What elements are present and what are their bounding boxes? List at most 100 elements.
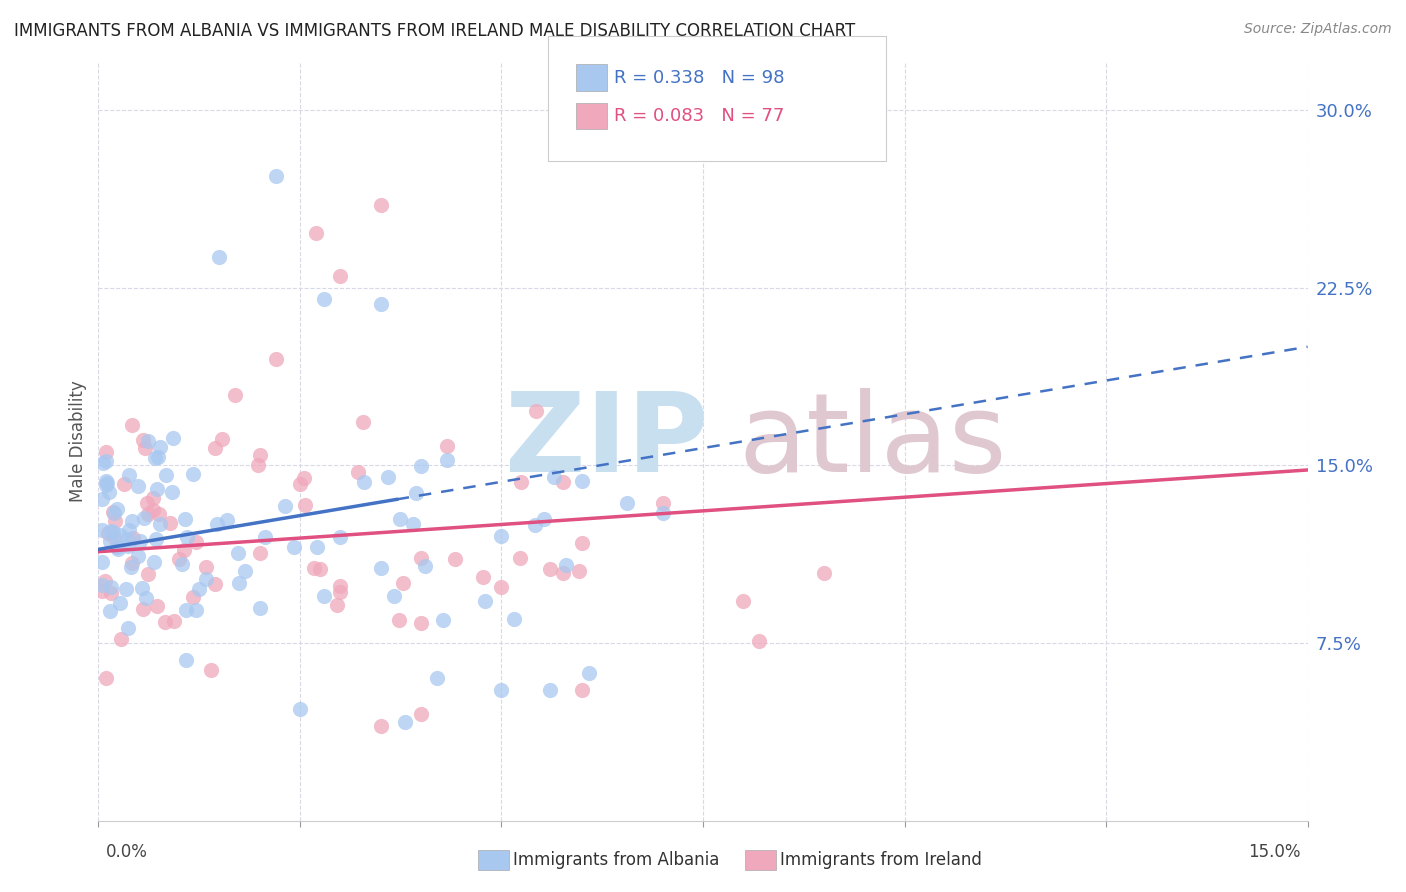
- Point: [503, 612, 526, 626]
- Point: [181, 467, 204, 482]
- Point: [555, 558, 578, 573]
- Point: [249, 601, 271, 615]
- Point: [370, 719, 392, 733]
- Point: [160, 484, 183, 499]
- Point: [103, 525, 125, 540]
- Text: ZIP: ZIP: [505, 388, 709, 495]
- Point: [524, 517, 547, 532]
- Point: [405, 486, 427, 500]
- Point: [121, 418, 143, 433]
- Point: [105, 502, 128, 516]
- Point: [129, 533, 152, 548]
- Point: [568, 564, 591, 578]
- Point: [472, 570, 495, 584]
- Point: [353, 475, 375, 489]
- Point: [409, 615, 432, 630]
- Point: [149, 441, 172, 455]
- Point: [292, 471, 315, 485]
- Point: [97, 525, 120, 540]
- Point: [117, 539, 139, 553]
- Point: [91, 583, 114, 598]
- Point: [105, 540, 128, 554]
- Point: [132, 602, 155, 616]
- Point: [444, 551, 467, 566]
- Point: [131, 433, 153, 447]
- Text: Immigrants from Ireland: Immigrants from Ireland: [780, 851, 983, 869]
- Point: [108, 596, 131, 610]
- Point: [389, 512, 412, 526]
- Text: Source: ZipAtlas.com: Source: ZipAtlas.com: [1244, 22, 1392, 37]
- Point: [314, 589, 336, 603]
- Text: R = 0.338   N = 98: R = 0.338 N = 98: [614, 69, 785, 87]
- Point: [104, 514, 127, 528]
- Point: [136, 508, 159, 522]
- Point: [205, 516, 228, 531]
- Point: [347, 465, 370, 479]
- Point: [127, 478, 149, 492]
- Point: [538, 562, 561, 576]
- Point: [233, 564, 256, 578]
- Point: [145, 533, 167, 547]
- Point: [651, 506, 673, 520]
- Y-axis label: Male Disability: Male Disability: [69, 381, 87, 502]
- Point: [436, 439, 458, 453]
- Point: [211, 433, 233, 447]
- Point: [117, 621, 139, 635]
- Point: [142, 502, 165, 516]
- Text: 15.0%: 15.0%: [1249, 843, 1301, 861]
- Point: [370, 561, 392, 575]
- Point: [110, 632, 132, 647]
- Point: [100, 524, 122, 539]
- Point: [146, 599, 169, 613]
- Point: [329, 578, 352, 592]
- Point: [100, 580, 122, 594]
- Point: [96, 478, 118, 492]
- Point: [226, 546, 249, 560]
- Point: [96, 475, 118, 490]
- Point: [432, 613, 454, 627]
- Point: [253, 529, 276, 543]
- Point: [510, 475, 533, 490]
- Point: [394, 715, 416, 730]
- Point: [474, 594, 496, 608]
- Point: [181, 590, 204, 604]
- Point: [127, 549, 149, 563]
- Point: [142, 555, 165, 569]
- Point: [134, 441, 156, 455]
- Point: [172, 558, 194, 572]
- Point: [294, 498, 316, 512]
- Point: [571, 536, 593, 550]
- Point: [402, 516, 425, 531]
- Point: [176, 531, 198, 545]
- Point: [93, 574, 115, 588]
- Point: [329, 530, 352, 544]
- Point: [208, 250, 231, 264]
- Point: [136, 495, 159, 509]
- Point: [553, 566, 575, 581]
- Point: [148, 450, 170, 465]
- Point: [174, 603, 197, 617]
- Point: [107, 542, 129, 557]
- Point: [370, 297, 392, 311]
- Point: [228, 576, 250, 591]
- Point: [101, 505, 124, 519]
- Point: [91, 523, 114, 537]
- Point: [436, 453, 458, 467]
- Point: [509, 550, 531, 565]
- Point: [204, 577, 226, 591]
- Point: [118, 524, 141, 538]
- Point: [329, 585, 352, 599]
- Point: [426, 672, 449, 686]
- Point: [121, 556, 143, 570]
- Point: [308, 562, 330, 576]
- Point: [200, 663, 222, 677]
- Point: [274, 499, 297, 513]
- Point: [302, 561, 325, 575]
- Point: [305, 541, 328, 555]
- Point: [98, 533, 121, 548]
- Point: [733, 593, 755, 607]
- Point: [553, 475, 575, 489]
- Point: [163, 614, 186, 628]
- Point: [108, 527, 131, 541]
- Point: [184, 602, 207, 616]
